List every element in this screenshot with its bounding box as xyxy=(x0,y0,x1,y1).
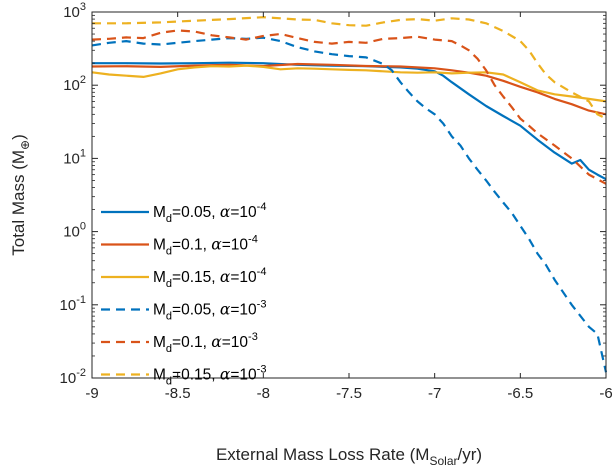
series-layer xyxy=(91,16,608,373)
y-tick-label: 103 xyxy=(63,1,86,21)
legend-label-3: Md=0.15, α=10-4 xyxy=(153,266,266,290)
series-line-3 xyxy=(91,64,607,103)
legend: Md=0.05, α=10-4 Md=0.1, α=10-4 Md=0.15, α=… xyxy=(101,201,266,388)
y-tick-label: 10-1 xyxy=(60,294,86,314)
series-line-6 xyxy=(92,16,607,120)
y-axis-label: Total Mass (M⊕) xyxy=(9,134,32,256)
series-line-4 xyxy=(91,36,608,373)
series-line-2 xyxy=(91,62,607,116)
series-line-1 xyxy=(92,61,607,181)
x-tick-label: -8.5 xyxy=(165,385,191,402)
plot-frame xyxy=(91,11,607,379)
x-tick-label: -9 xyxy=(85,385,98,402)
y-tick-label: 102 xyxy=(63,74,86,94)
x-tick-label: -6.5 xyxy=(507,385,533,402)
series-line-5 xyxy=(91,29,607,185)
ticks-layer: -9 -8.5 -8 -7.5 -7 -6.5 -6 10-2 10-1 100 101 102 103 xyxy=(60,1,613,402)
x-axis-label: External Mass Loss Rate (MSolar/yr) xyxy=(216,445,482,468)
y-tick-label: 101 xyxy=(63,147,86,167)
y-tick-label: 10-2 xyxy=(60,367,86,387)
x-tick-label: -6 xyxy=(599,385,612,402)
x-tick-label: -7.5 xyxy=(336,385,362,402)
legend-label-6: Md=0.15, α=10-3 xyxy=(153,364,266,388)
legend-label-5: Md=0.1, α=10-3 xyxy=(153,331,258,355)
y-tick-label: 100 xyxy=(63,221,86,241)
x-tick-label: -7 xyxy=(428,385,441,402)
legend-label-4: Md=0.05, α=10-3 xyxy=(153,299,266,323)
legend-label-2: Md=0.1, α=10-4 xyxy=(153,234,258,258)
x-tick-label: -8 xyxy=(257,385,270,402)
legend-label-1: Md=0.05, α=10-4 xyxy=(153,201,266,225)
plot-area xyxy=(92,12,606,378)
